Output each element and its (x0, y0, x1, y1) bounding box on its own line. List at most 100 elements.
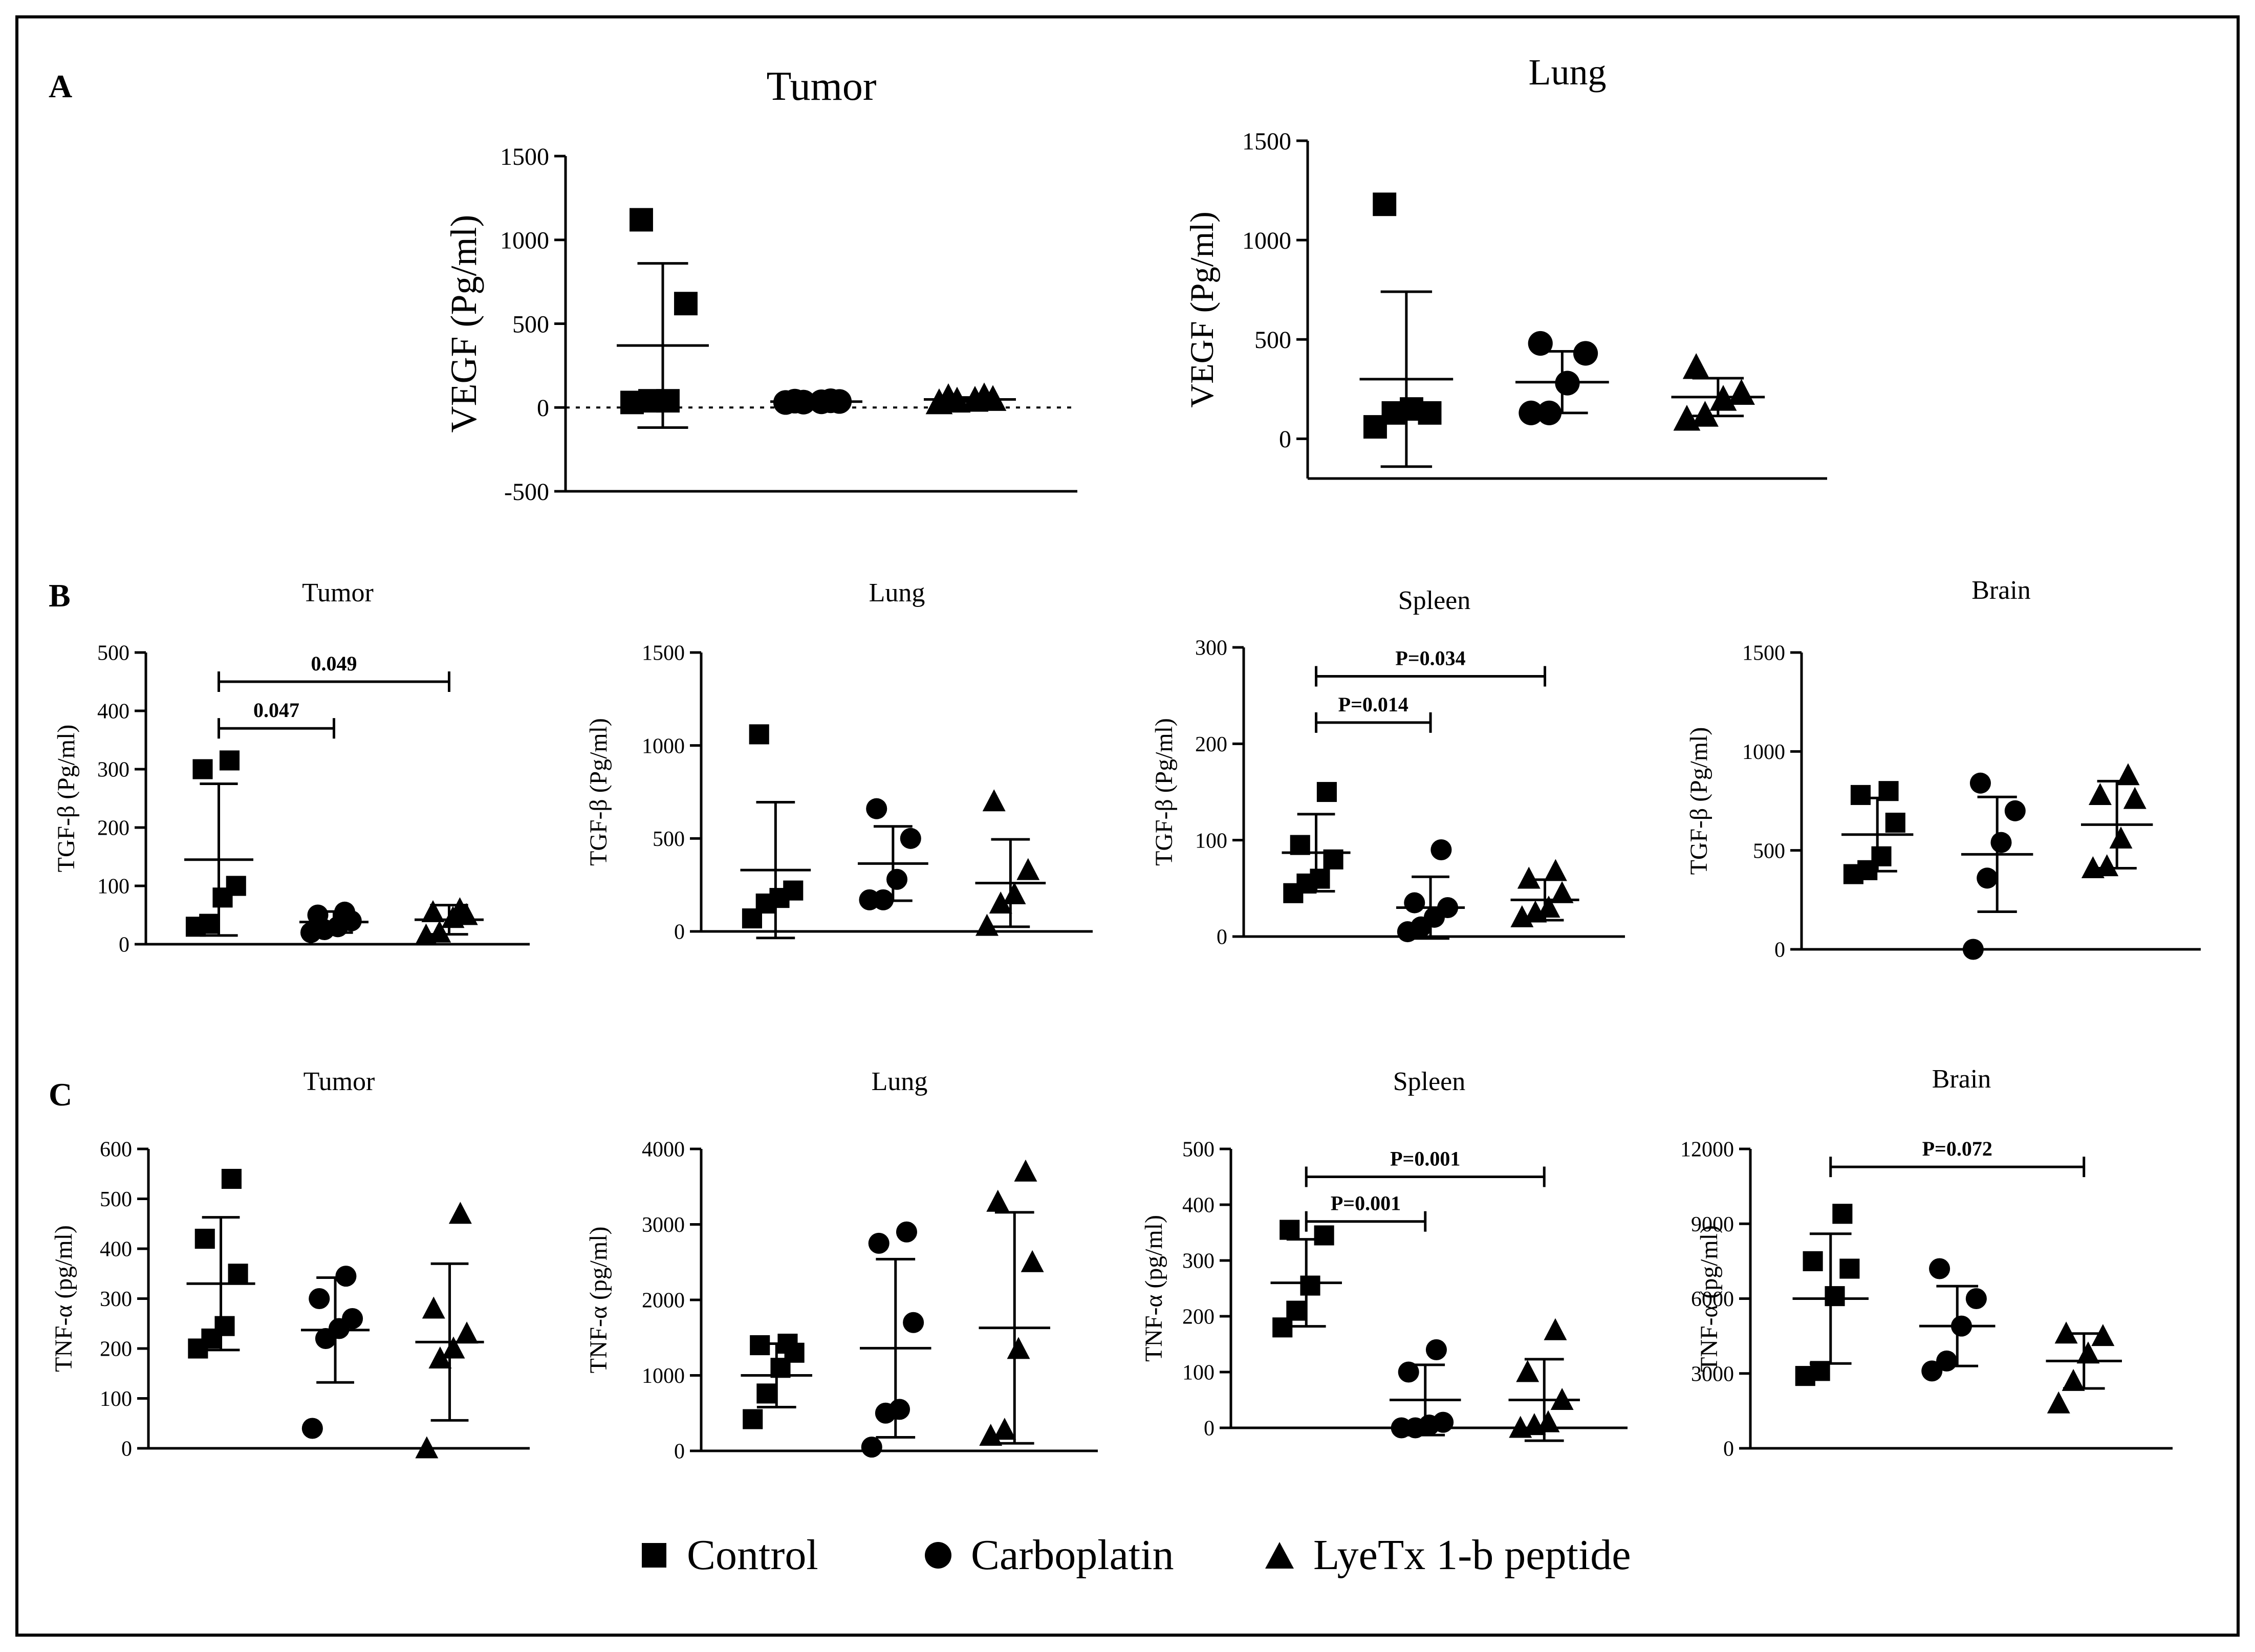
data-point-circle (1425, 1339, 1447, 1360)
data-point-circle (1977, 867, 1998, 889)
y-tick-label: 500 (100, 1188, 132, 1211)
data-point-triangle (448, 897, 471, 920)
y-axis-label: TNF-α (pg/ml) (585, 1227, 612, 1374)
data-point-triangle (1016, 858, 1040, 880)
data-point-triangle (2095, 854, 2119, 877)
data-point-triangle (1536, 1410, 1560, 1432)
bracket-label: 0.049 (311, 652, 357, 675)
chart-title: Brain (1932, 1064, 1991, 1094)
data-point-circle (1929, 1258, 1950, 1279)
y-tick-label: 0 (537, 395, 549, 422)
chart-title: Spleen (1398, 586, 1471, 615)
data-point-triangle (2054, 1321, 2078, 1344)
data-point-triangle (1550, 881, 1574, 903)
data-point-circle (873, 889, 894, 910)
data-point-square (228, 1264, 248, 1284)
y-tick-label: 0 (1217, 926, 1227, 949)
y-tick-label: 100 (100, 1387, 132, 1411)
data-point-square (1272, 1317, 1293, 1338)
data-point-triangle (2076, 1341, 2100, 1364)
y-tick-label: 0 (674, 921, 685, 944)
data-point-triangle (1516, 1360, 1540, 1382)
data-point-triangle (1682, 353, 1710, 379)
y-tick-label: 2000 (642, 1289, 685, 1313)
data-point-triangle (2123, 787, 2146, 809)
legend-item-control: Control (640, 1530, 818, 1580)
y-tick-label: 100 (97, 875, 129, 899)
data-point-triangle (975, 914, 999, 936)
data-point-circle (335, 1266, 357, 1287)
y-axis-label: TGF-β (Pg/ml) (585, 718, 612, 866)
y-tick-label: 0 (1279, 426, 1291, 453)
legend-label-lyetx: LyeTx 1-b peptide (1313, 1531, 1631, 1579)
data-point-circle (1969, 772, 1991, 794)
y-tick-label: 0 (119, 933, 129, 957)
data-point-circle (309, 1288, 330, 1310)
y-tick-label: 200 (97, 817, 129, 840)
data-point-circle (1430, 839, 1452, 861)
bracket-label: P=0.014 (1338, 693, 1408, 716)
y-axis-label: TNF-α (pg/ml) (1696, 1225, 1723, 1372)
data-point-square (226, 876, 246, 896)
chart-C-brain: 0 3000 6000 9000 12000 Brain TNF-α (pg/ml) P=0.… (1680, 1064, 2173, 1461)
data-point-circle (900, 828, 921, 849)
data-point-square (1878, 781, 1899, 801)
legend-square-icon (642, 1542, 666, 1568)
data-point-square (783, 880, 804, 901)
data-point-triangle (422, 1296, 445, 1319)
data-point-triangle (2062, 1368, 2085, 1391)
chart-A-tumor: -500 0 500 1000 1500 Tumor VEGF (Pg/ml) (443, 64, 1077, 506)
y-tick-label: 1000 (1742, 741, 1785, 764)
data-point-triangle (935, 383, 962, 409)
data-point-triangle (1544, 859, 1567, 881)
y-axis-label: TGF-β (Pg/ml) (53, 725, 80, 873)
data-point-square (756, 1383, 777, 1404)
bracket-label: P=0.001 (1390, 1147, 1460, 1170)
panel-label-c: C (49, 1076, 72, 1113)
data-point-triangle (2088, 782, 2112, 805)
data-point-square (221, 1168, 242, 1189)
data-point-square (630, 208, 653, 232)
data-point-triangle (448, 1202, 472, 1224)
y-tick-label: 200 (1182, 1306, 1215, 1329)
data-point-circle (342, 1308, 363, 1330)
data-point-circle (1437, 897, 1459, 919)
chart-title: Spleen (1393, 1067, 1466, 1096)
data-point-triangle (986, 1189, 1010, 1212)
data-point-triangle (442, 1336, 465, 1359)
data-point-square (1314, 1225, 1334, 1246)
data-point-square (1286, 1300, 1307, 1321)
y-tick-label: 500 (1182, 1138, 1215, 1162)
chart-title: Tumor (302, 578, 374, 607)
y-tick-label: 200 (100, 1338, 132, 1361)
chart-C-spleen: 0 100 200 300 400 500 Spleen TNF-α (pg/ml) P=0.0… (1140, 1067, 1628, 1442)
data-point-circle (1519, 400, 1544, 425)
y-tick-label: 1500 (1742, 642, 1785, 665)
chart-title: Lung (1529, 52, 1607, 93)
data-point-square (1832, 1204, 1853, 1224)
chart-title: Lung (869, 578, 925, 607)
legend-label-control: Control (687, 1531, 818, 1579)
y-tick-label: 300 (1182, 1250, 1215, 1273)
data-point-square (750, 1335, 770, 1356)
data-point-square (1373, 192, 1397, 216)
y-tick-label: 12000 (1680, 1138, 1734, 1162)
y-tick-label: 400 (97, 700, 129, 724)
chart-title: Tumor (303, 1067, 375, 1096)
legend-circle-icon (925, 1541, 951, 1569)
chart-title: Lung (872, 1067, 928, 1096)
y-tick-label: 1500 (642, 642, 685, 665)
legend-item-lyetx: LyeTx 1-b peptide (1264, 1530, 1631, 1580)
data-point-circle (782, 388, 808, 414)
y-tick-label: 500 (1254, 327, 1291, 354)
data-point-square (1418, 401, 1442, 425)
y-tick-label: 400 (100, 1238, 132, 1262)
data-point-circle (1404, 892, 1425, 914)
y-tick-label: 3000 (1691, 1362, 1734, 1386)
panel-label-b: B (49, 577, 71, 614)
data-point-square (1885, 812, 1905, 833)
data-point-triangle (979, 1424, 1003, 1446)
data-point-square (1839, 1258, 1860, 1279)
